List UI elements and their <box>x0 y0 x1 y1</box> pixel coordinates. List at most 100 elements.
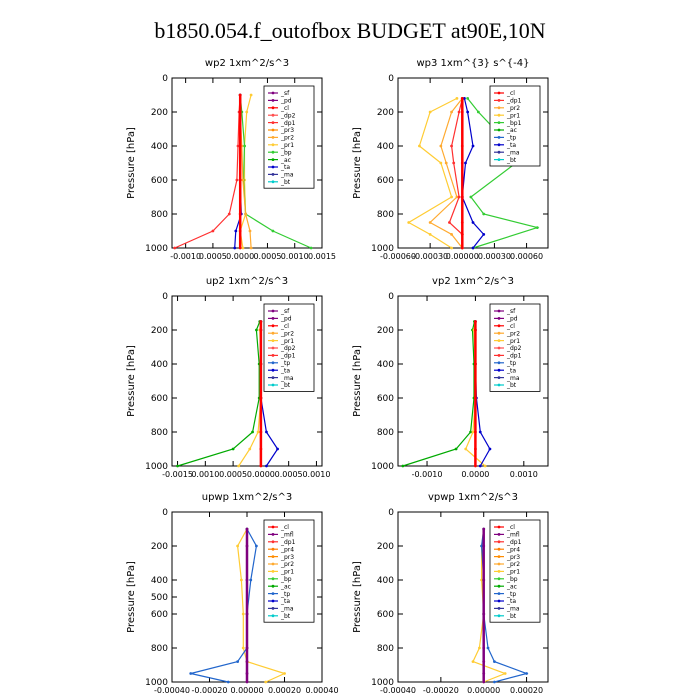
legend-marker <box>497 607 501 610</box>
y-tick-label: 1000 <box>371 678 394 688</box>
series-point <box>482 233 486 236</box>
legend-entry: _ta <box>506 142 516 149</box>
series-point <box>265 464 268 468</box>
series-point <box>474 464 477 468</box>
series-point <box>248 229 252 233</box>
y-tick-label: 0 <box>388 74 394 84</box>
legend-entry: _tp <box>506 591 516 598</box>
legend-entry: _sf <box>280 308 290 315</box>
legend-entry: _bp <box>280 149 292 156</box>
series-point <box>231 447 235 451</box>
legend-entry: _pr2 <box>506 105 520 112</box>
legend-entry: _cl <box>280 105 289 112</box>
y-tick-label: 1000 <box>371 244 394 254</box>
y-tick-label: 200 <box>377 326 394 336</box>
y-tick-label: 400 <box>377 142 394 152</box>
legend-entry: _pr2 <box>506 561 520 568</box>
x-tick-label: 0.0010 <box>510 470 538 479</box>
x-tick-label: -0.00040 <box>154 686 190 695</box>
legend-marker <box>271 607 275 610</box>
y-tick-label: 800 <box>377 644 394 654</box>
legend-marker <box>271 540 275 544</box>
series-point <box>525 672 528 675</box>
y-tick-label: 400 <box>151 142 168 152</box>
x-tick-label: 0.0000 <box>226 252 254 261</box>
series-point <box>471 660 475 663</box>
series-point <box>474 447 477 451</box>
series-point <box>401 464 405 468</box>
legend-marker <box>271 158 275 162</box>
series-point <box>482 646 486 650</box>
legend-marker <box>497 309 501 313</box>
legend-entry: _ac <box>280 157 291 164</box>
legend-entry: _ma <box>506 149 520 156</box>
legend-marker <box>271 570 275 573</box>
panel-title: up2 1xm^2/s^3 <box>206 276 288 287</box>
legend-marker <box>497 361 501 365</box>
legend-marker <box>497 143 501 147</box>
legend-marker <box>497 376 501 379</box>
legend-marker <box>271 376 275 379</box>
legend-marker <box>271 136 275 139</box>
legend-marker <box>497 599 501 603</box>
series-point <box>238 229 242 233</box>
legend-marker <box>497 136 501 139</box>
legend-marker <box>271 562 275 566</box>
legend-entry: _ta <box>506 598 516 605</box>
legend-entry: _dp1 <box>506 98 522 105</box>
series-point <box>259 464 263 468</box>
legend-entry: _ma <box>280 375 294 382</box>
legend-marker <box>271 309 275 313</box>
series-point <box>464 161 467 165</box>
x-tick-label: -0.0010 <box>412 470 443 479</box>
legend-marker <box>271 173 275 176</box>
legend-marker <box>497 368 501 372</box>
legend-entry: _bt <box>506 382 517 389</box>
series-point <box>493 680 496 684</box>
y-tick-label: 0 <box>162 508 168 518</box>
series-point <box>238 246 242 250</box>
series-point <box>233 246 237 250</box>
series-point <box>483 464 487 468</box>
legend-entry: _pr2 <box>280 330 294 337</box>
series-point <box>482 527 486 531</box>
series-point <box>482 660 486 663</box>
y-tick-label: 400 <box>377 576 394 586</box>
y-tick-label: 600 <box>377 176 394 186</box>
legend-entry: _pr4 <box>506 546 520 553</box>
series-point <box>254 544 258 548</box>
series-point <box>455 97 459 100</box>
legend-marker <box>497 383 501 387</box>
plot-frame <box>397 511 549 683</box>
legend-entry: _bp <box>280 576 292 583</box>
y-tick-label: 1000 <box>145 462 168 472</box>
legend-marker <box>497 150 501 154</box>
series-point <box>448 221 451 224</box>
series-point <box>482 680 486 684</box>
series-point <box>235 178 239 182</box>
series-point <box>236 660 240 663</box>
series-point <box>245 660 249 663</box>
series-point <box>259 362 263 366</box>
series-point <box>493 660 496 663</box>
panel-2: wp3 1xm^{3} s^{-4} Pressure [hPa] 0 200 400 6… <box>352 58 549 261</box>
x-tick-label: 0.0000 <box>247 470 275 479</box>
series-point <box>283 672 286 675</box>
legend-entry: _cl <box>280 524 289 531</box>
series-line <box>480 528 529 683</box>
series-point <box>241 246 245 250</box>
legend-entry: _mfl <box>280 532 294 539</box>
legend-marker <box>497 331 501 335</box>
series-point <box>474 328 477 332</box>
legend-marker <box>271 121 275 124</box>
y-axis-label: Pressure [hPa] <box>352 561 363 633</box>
series-point <box>482 544 486 548</box>
legend-marker <box>271 383 275 387</box>
legend-marker <box>497 339 501 342</box>
series-point <box>271 229 275 233</box>
series-point <box>173 246 177 250</box>
series-point <box>245 110 249 114</box>
legend-marker <box>271 525 275 529</box>
series-point <box>439 161 443 165</box>
